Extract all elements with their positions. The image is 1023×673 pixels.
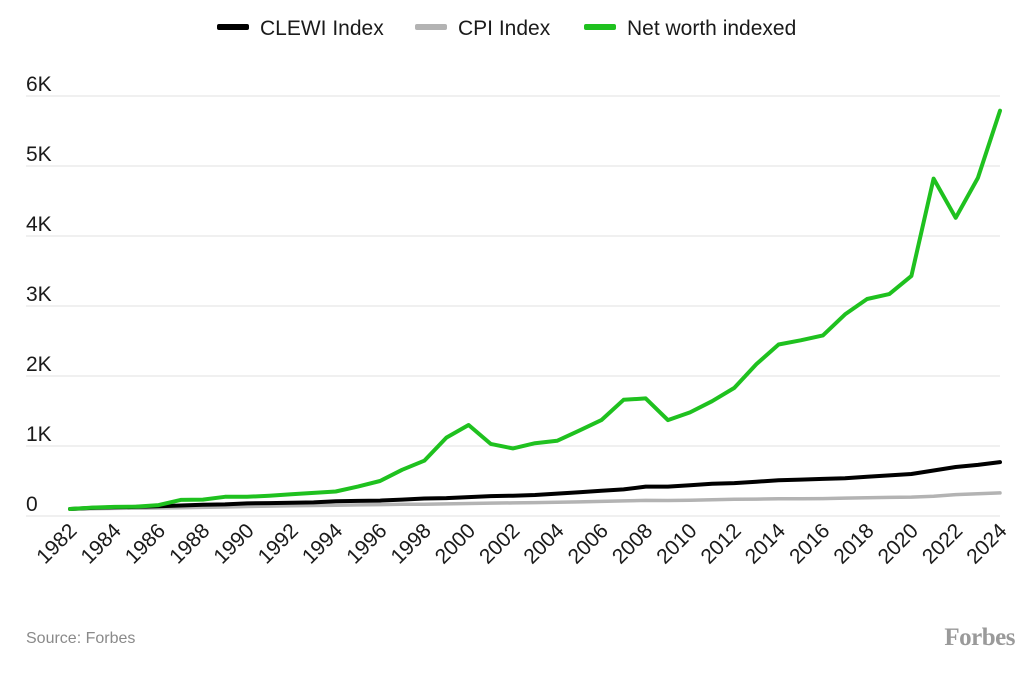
source-note: Source: Forbes <box>26 630 136 647</box>
legend-label: Net worth indexed <box>627 17 796 40</box>
forbes-logo: Forbes <box>944 624 1015 651</box>
x-tick-label: 1990 <box>209 519 258 568</box>
x-tick-label: 2018 <box>829 519 878 568</box>
x-tick-label: 1992 <box>254 519 303 568</box>
legend-item: CLEWI Index <box>217 17 384 40</box>
series-line-net-worth-indexed <box>68 108 1002 511</box>
series-line-cpi-index <box>68 491 1002 511</box>
x-tick-label: 1988 <box>165 519 214 568</box>
y-tick-label: 0 <box>26 493 38 516</box>
x-tick-label: 1998 <box>387 519 436 568</box>
legend-swatch <box>415 24 447 30</box>
x-tick-label: 2024 <box>962 519 1012 569</box>
gridlines <box>26 95 1000 517</box>
x-tick-label: 1996 <box>342 519 391 568</box>
x-tick-label: 1984 <box>77 519 127 569</box>
series-line-clewi-index <box>68 460 1002 511</box>
x-tick-label: 2016 <box>785 519 834 568</box>
x-tick-label: 2022 <box>918 519 967 568</box>
y-tick-label: 5K <box>26 143 52 166</box>
x-tick-label: 2010 <box>652 519 701 568</box>
y-tick-label: 4K <box>26 213 52 236</box>
y-tick-label: 6K <box>26 73 52 96</box>
x-tick-label: 2006 <box>564 519 613 568</box>
x-tick-label: 2002 <box>475 519 524 568</box>
x-tick-label: 1986 <box>121 519 170 568</box>
x-tick-label: 2014 <box>741 519 791 569</box>
y-tick-label: 1K <box>26 423 52 446</box>
x-tick-label: 2008 <box>608 519 657 568</box>
legend-swatch <box>584 24 616 30</box>
legend-label: CPI Index <box>458 17 551 40</box>
x-tick-label: 2004 <box>519 519 569 569</box>
x-tick-label: 2020 <box>874 519 923 568</box>
x-axis-ticks: 1982198419861988199019921994199619982000… <box>32 519 1012 569</box>
legend-item: Net worth indexed <box>584 17 796 40</box>
x-tick-label: 2012 <box>697 519 746 568</box>
legend-label: CLEWI Index <box>260 17 384 40</box>
x-tick-label: 1982 <box>32 519 81 568</box>
legend-item: CPI Index <box>415 17 551 40</box>
legend: CLEWI Index CPI Index Net worth indexed <box>217 17 796 40</box>
series-lines <box>68 108 1002 511</box>
x-tick-label: 2000 <box>431 519 480 568</box>
y-axis-ticks: 0 1K 2K 3K 4K 5K 6K <box>26 73 52 516</box>
y-tick-label: 3K <box>26 283 52 306</box>
y-tick-label: 2K <box>26 353 52 376</box>
legend-swatch <box>217 24 249 30</box>
x-tick-label: 1994 <box>298 519 348 569</box>
